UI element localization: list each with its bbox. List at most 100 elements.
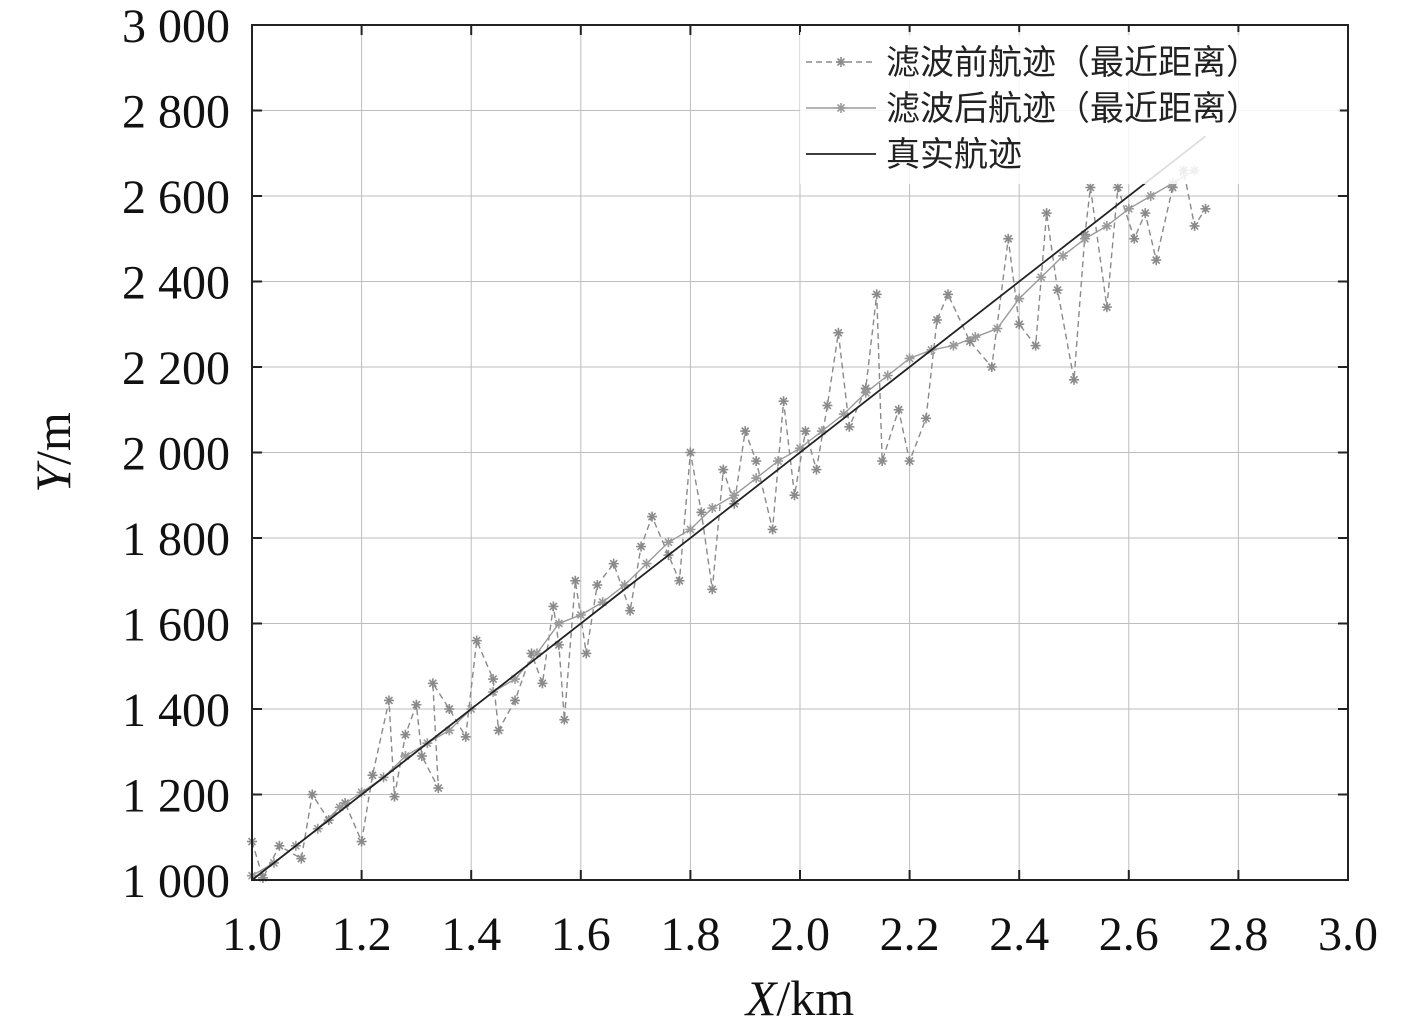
series-2-point — [1123, 203, 1134, 214]
y-tick-label: 1 200 — [122, 770, 230, 823]
x-tick-label: 2.0 — [770, 908, 830, 961]
series-1-point — [942, 289, 953, 300]
series-1-point — [1140, 208, 1151, 219]
y-tick-label: 1 000 — [122, 855, 230, 908]
series-2-point — [882, 370, 893, 381]
axis-tick-labels: 1.0 1.2 1.4 1.6 1.8 2.0 2.2 2.4 2.6 2.8 3.0 1 000 1 … — [122, 0, 1378, 961]
series-2-point — [1079, 233, 1090, 244]
series-1-point — [444, 704, 455, 714]
series-2-line — [251, 169, 1195, 877]
series-2-point — [948, 340, 959, 351]
series-2-point — [1014, 293, 1025, 304]
series-2-point — [685, 524, 696, 535]
legend-entry-1: 滤波前航迹（最近距离） — [806, 43, 1260, 83]
series-1-point — [636, 541, 647, 552]
series-1-point — [488, 674, 499, 685]
series-1-point — [384, 695, 394, 706]
series-1-point — [696, 507, 707, 518]
x-tick-label: 2.2 — [880, 908, 940, 961]
legend-background — [800, 32, 1340, 184]
y-tick-label: 3 000 — [122, 0, 230, 53]
series-1-point — [904, 456, 915, 467]
series-1-point — [411, 699, 422, 710]
series-2-point — [1036, 272, 1047, 283]
series-2-point — [553, 618, 564, 629]
series-1-point — [559, 714, 570, 725]
series-2-point — [860, 387, 871, 398]
x-tick-label: 1.2 — [332, 908, 392, 961]
series-1-point — [986, 362, 997, 372]
series-1-point — [1129, 233, 1140, 244]
series-1-point — [740, 426, 751, 437]
series-1-point — [778, 396, 789, 407]
series-1-point — [877, 456, 888, 467]
series-1-point — [1052, 285, 1063, 296]
series-3-line — [251, 135, 1207, 881]
y-tick-label: 2 600 — [122, 171, 230, 224]
x-tick-label: 3.0 — [1318, 908, 1378, 961]
x-tick-label: 2.4 — [989, 908, 1049, 961]
legend-entry-2: 滤波后航迹（最近距离） — [806, 89, 1260, 129]
y-axis-label: Y/m — [25, 412, 81, 493]
plot-series — [247, 135, 1211, 883]
series-2-point — [992, 323, 1003, 334]
legend-label-2: 滤波后航迹（最近距离） — [886, 89, 1260, 129]
series-1-point — [537, 678, 548, 689]
legend-label-1: 滤波前航迹（最近距离） — [886, 43, 1260, 83]
series-1-point — [844, 421, 855, 432]
x-tick-label: 1.6 — [551, 908, 611, 961]
series-2-point — [970, 332, 981, 343]
x-tick-label: 2.6 — [1099, 908, 1159, 961]
series-1-point — [493, 725, 504, 736]
series-1-point — [718, 464, 729, 475]
series-1-point — [581, 648, 592, 659]
series-1-point — [1014, 319, 1025, 330]
legend-marker-1 — [836, 57, 846, 67]
series-1-point — [1069, 374, 1079, 385]
x-axis-label-var: X — [744, 970, 779, 1023]
series-2-point — [663, 537, 674, 548]
series-2-point — [773, 456, 784, 467]
series-1-point — [400, 729, 411, 740]
y-axis-label-var: Y — [25, 460, 81, 493]
series-1-point — [427, 678, 438, 689]
x-axis-label-unit: /km — [776, 970, 854, 1023]
series-1-line — [251, 168, 1207, 880]
legend: 滤波前航迹（最近距离） 滤波后航迹（最近距离） 真实航迹 — [800, 32, 1340, 184]
series-2-point — [1101, 220, 1112, 231]
y-tick-label: 2 800 — [122, 86, 230, 139]
series-1-point — [1041, 208, 1052, 219]
x-tick-label: 1.8 — [660, 908, 720, 961]
series-1-point — [548, 601, 559, 612]
series-2-point — [904, 353, 915, 364]
series-1-point — [460, 731, 471, 742]
y-tick-label: 1 800 — [122, 513, 230, 566]
legend-label-3: 真实航迹 — [886, 135, 1022, 175]
legend-marker-2 — [836, 103, 846, 113]
x-axis-label: X/km — [744, 970, 854, 1023]
series-1-point — [1003, 233, 1014, 244]
y-tick-label: 1 400 — [122, 684, 230, 737]
series-1-point — [767, 524, 778, 535]
series-1-point — [1200, 203, 1211, 214]
series-1-point — [1030, 340, 1041, 351]
series-1-point — [274, 840, 285, 851]
series-1-point — [625, 605, 636, 616]
axis-ticks — [251, 24, 1349, 881]
series-1-point — [592, 580, 603, 591]
series-2-point — [1145, 191, 1156, 201]
series-1-point — [822, 400, 833, 411]
x-tick-label: 2.8 — [1208, 908, 1268, 961]
y-tick-label: 2 200 — [122, 342, 230, 395]
series-1-point — [296, 853, 307, 864]
series-1-point — [893, 404, 904, 415]
y-tick-label: 2 000 — [122, 428, 230, 481]
y-tick-label: 1 600 — [122, 599, 230, 652]
series-3 — [251, 135, 1207, 881]
series-2-point — [1058, 250, 1069, 261]
series-1-point — [871, 289, 882, 300]
series-1-point — [800, 426, 811, 437]
series-2-point — [751, 473, 762, 484]
